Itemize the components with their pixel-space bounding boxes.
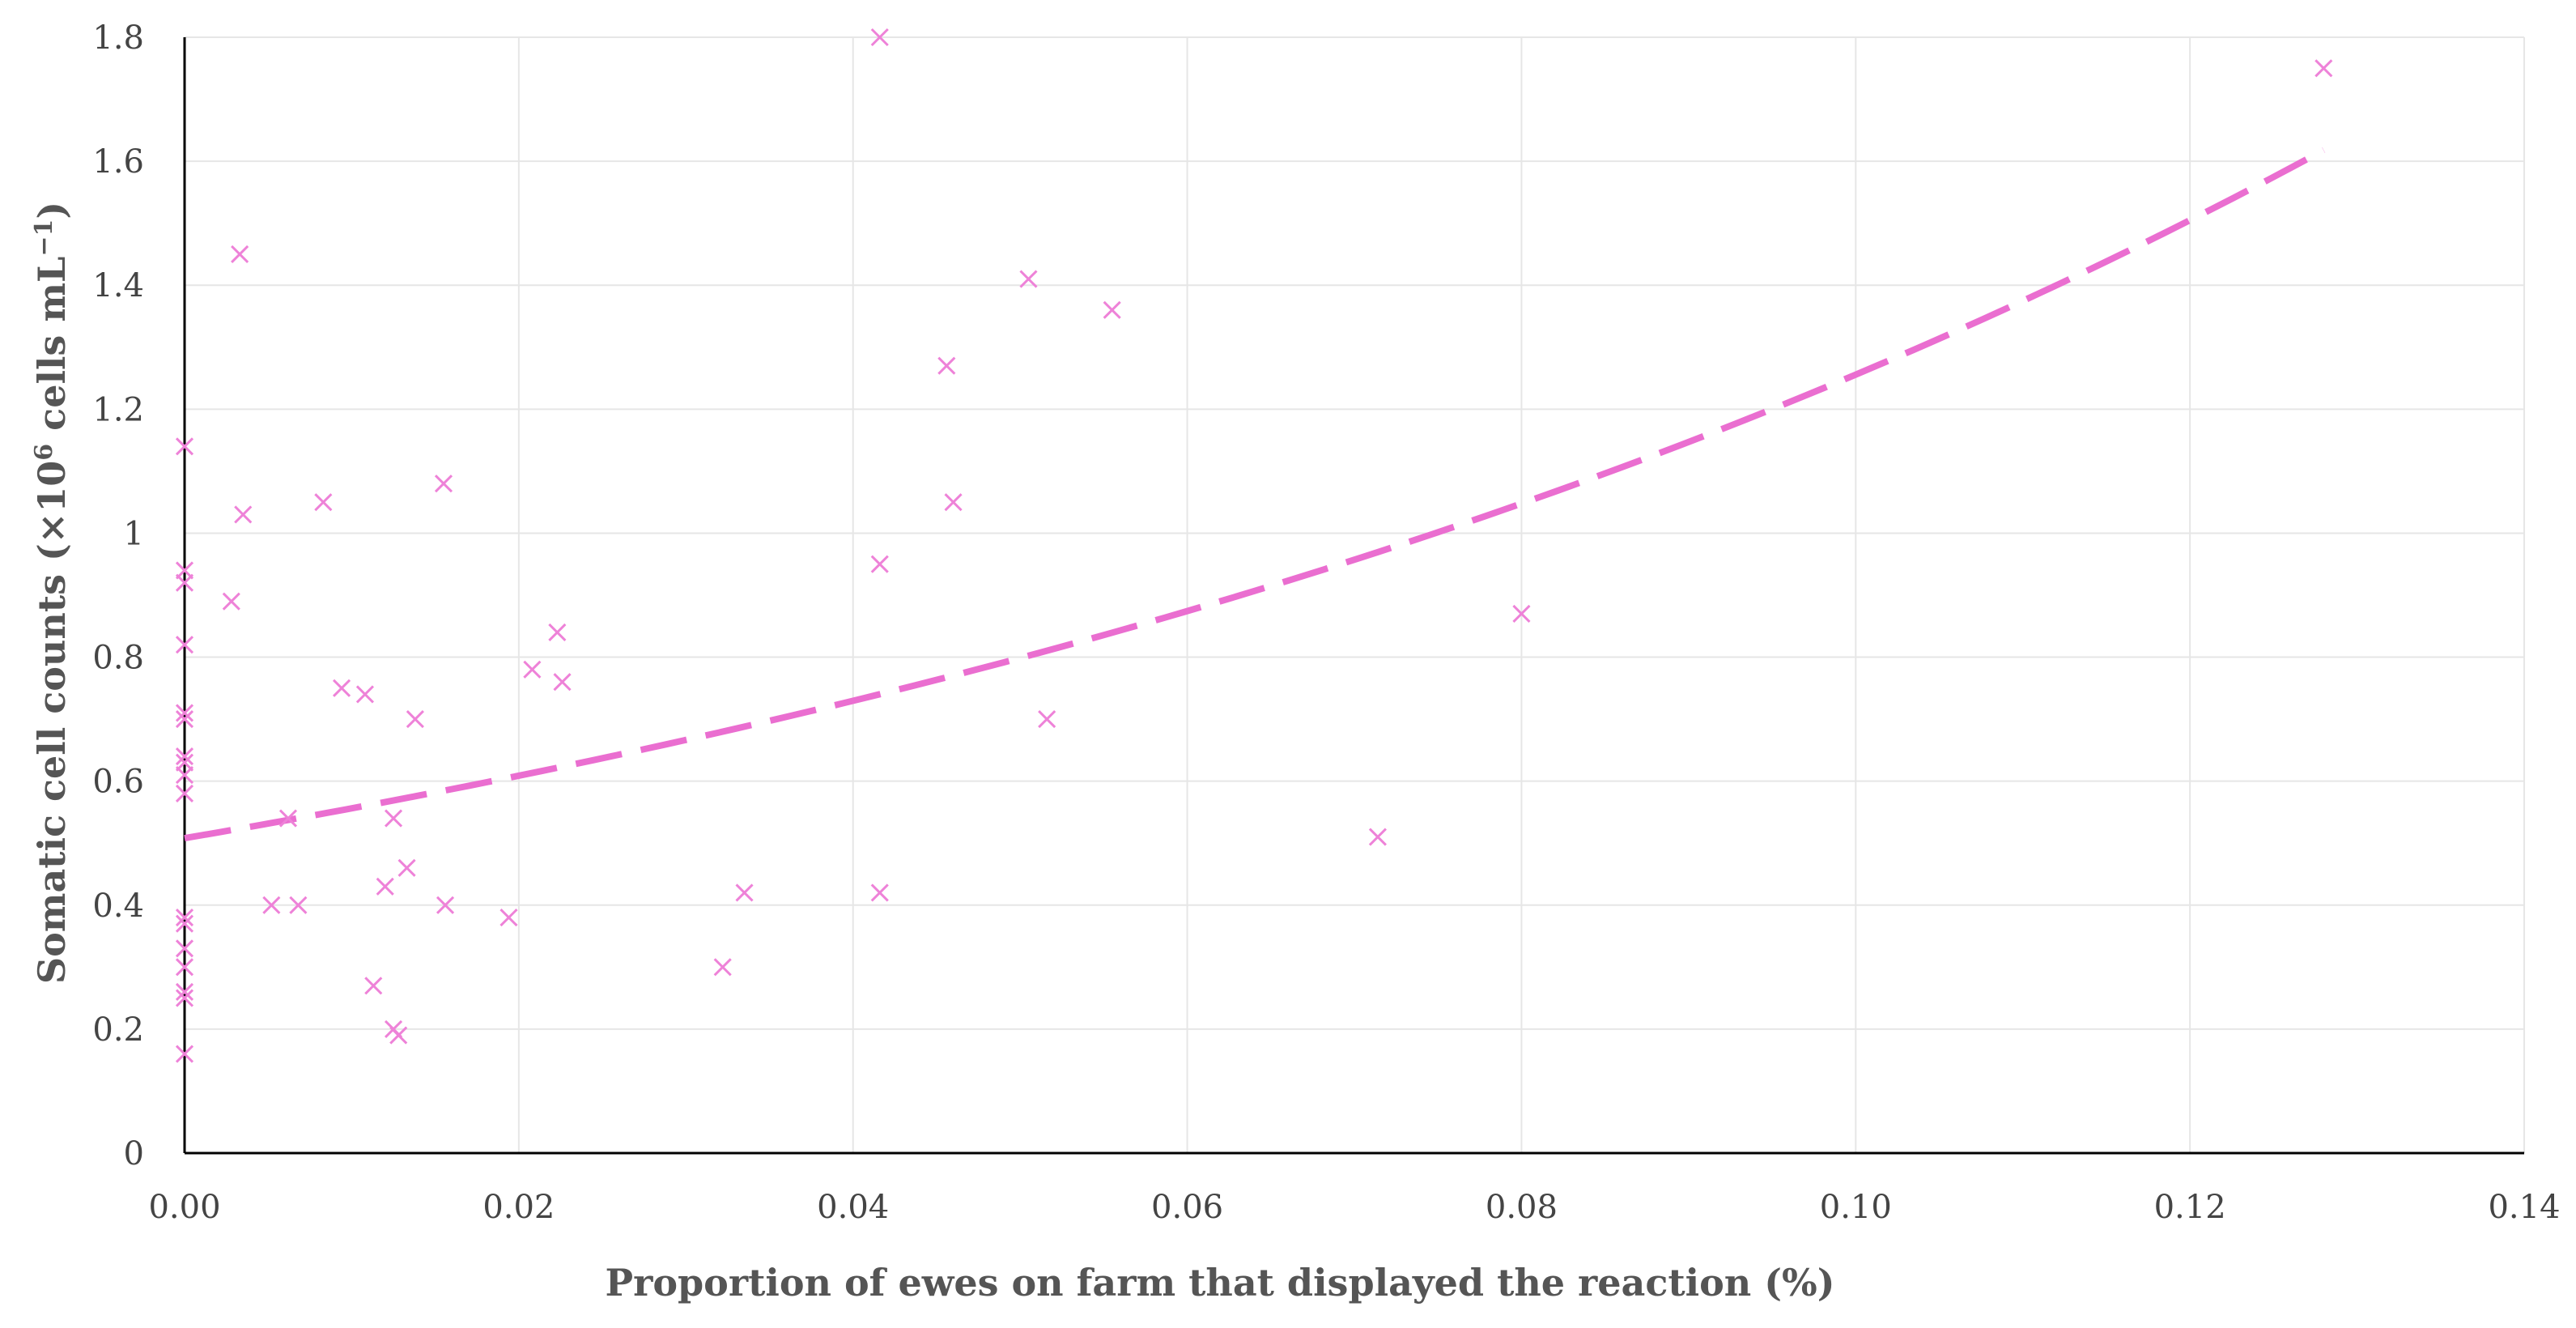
data-point <box>499 909 518 927</box>
data-point <box>278 809 298 828</box>
data-point <box>376 877 394 896</box>
data-point <box>175 437 194 456</box>
data-point <box>523 660 542 679</box>
x-tick-label: 0.12 <box>2154 1189 2226 1226</box>
data-point <box>436 896 455 914</box>
x-tick-label: 0.10 <box>1820 1189 1892 1226</box>
data-point <box>1103 300 1121 319</box>
data-point <box>434 475 453 493</box>
data-point <box>175 989 194 1007</box>
data-point <box>175 747 194 766</box>
trendline-layer <box>184 147 2326 842</box>
data-point <box>175 573 194 592</box>
data-point <box>870 28 889 47</box>
data-point <box>175 784 194 803</box>
x-tick-label: 0.14 <box>2488 1189 2560 1226</box>
x-tick-label: 0.02 <box>482 1189 555 1226</box>
data-point <box>175 1045 194 1063</box>
y-axis-title-part-3: ) <box>30 202 74 219</box>
data-point <box>234 505 253 524</box>
y-tick-label: 0.4 <box>92 887 144 925</box>
tick-labels: 0 0.2 0.4 0.6 0.8 1 1.2 1.4 1.6 1.8 0.00 0.02 0.04 0.… <box>92 19 2560 1226</box>
data-point <box>175 636 194 654</box>
axes <box>183 37 2524 1155</box>
y-axis-title-superscript-1: 6 <box>30 444 58 461</box>
data-point <box>262 896 281 914</box>
data-point <box>231 245 249 264</box>
data-point <box>1038 710 1056 729</box>
y-axis-title-part-1: Somatic cell counts (×10 <box>30 461 74 984</box>
data-point <box>548 623 567 641</box>
trendline <box>184 147 2326 842</box>
data-point <box>175 914 194 933</box>
data-point <box>175 704 194 722</box>
x-tick-label: 0.06 <box>1151 1189 1223 1226</box>
data-point <box>355 685 375 704</box>
x-axis-title: Proportion of ewes on farm that displaye… <box>606 1261 1835 1305</box>
data-point <box>175 909 194 927</box>
data-point <box>314 493 333 512</box>
data-point <box>870 883 889 902</box>
y-axis-title: Somatic cell counts (×106 cells mL−1) <box>30 202 74 984</box>
data-point <box>364 977 383 995</box>
data-point <box>175 939 194 958</box>
y-tick-label: 0.2 <box>92 1011 144 1049</box>
y-tick-label: 1.4 <box>92 267 144 304</box>
data-point <box>389 1026 408 1045</box>
y-tick-label: 1.2 <box>92 391 144 428</box>
data-point <box>553 673 572 692</box>
x-tick-label: 0.08 <box>1486 1189 1558 1226</box>
data-point <box>944 493 963 512</box>
data-point <box>175 982 194 1002</box>
data-point <box>332 679 351 697</box>
data-point <box>397 858 416 877</box>
data-point <box>2315 59 2333 78</box>
y-axis-title-superscript-2: −1 <box>30 219 58 257</box>
data-point <box>937 356 956 375</box>
data-point <box>222 592 240 611</box>
grid-lines <box>185 36 2525 1153</box>
y-tick-label: 1.6 <box>92 143 144 181</box>
y-tick-label: 1.8 <box>92 19 144 57</box>
y-tick-label: 0.6 <box>92 764 144 801</box>
data-point <box>175 710 194 729</box>
y-tick-label: 1 <box>124 515 144 552</box>
data-point <box>1512 604 1531 624</box>
x-tick-label: 0.04 <box>817 1189 889 1226</box>
data-point <box>870 555 889 573</box>
data-point <box>1019 270 1038 288</box>
data-point <box>289 896 308 914</box>
data-point <box>384 809 403 828</box>
data-point <box>406 710 424 729</box>
data-points <box>175 28 2333 1063</box>
data-point <box>175 958 194 977</box>
data-point <box>175 765 194 785</box>
data-point <box>713 958 732 977</box>
y-tick-label: 0.8 <box>92 640 144 677</box>
data-point <box>1368 828 1387 846</box>
y-tick-label: 0 <box>124 1135 144 1173</box>
x-tick-label: 0.00 <box>148 1189 220 1226</box>
y-axis-title-part-2: cells mL <box>30 257 74 444</box>
data-point <box>735 883 754 902</box>
